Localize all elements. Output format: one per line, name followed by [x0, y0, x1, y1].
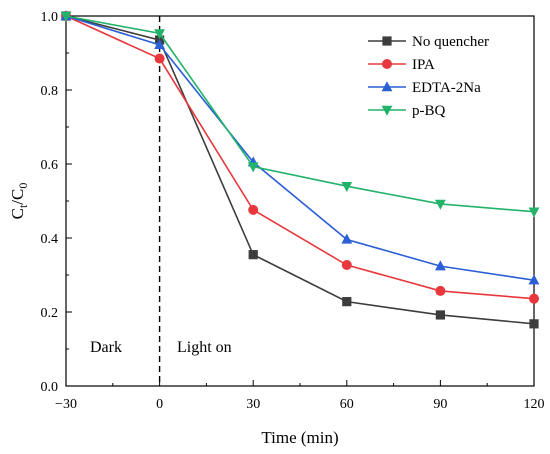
data-point [247, 162, 259, 173]
data-point [435, 260, 446, 271]
series-1 [61, 11, 539, 304]
legend-marker [382, 36, 392, 46]
data-point [435, 285, 446, 296]
data-point [435, 310, 445, 320]
series-3 [60, 11, 540, 218]
data-point [154, 53, 165, 64]
dark-annotation: Dark [90, 339, 122, 356]
legend-marker [382, 59, 392, 69]
ticks: −30 0 30 60 90 120 0.0 0.2 0.4 0.6 0.8 1.0 [41, 10, 545, 412]
data-point [529, 319, 539, 329]
data-point [154, 29, 165, 40]
data-point [60, 11, 72, 22]
y-tick-label: 1.0 [41, 10, 59, 25]
legend-item: No quencher [368, 34, 489, 50]
x-tick-label: 30 [246, 397, 260, 412]
data-point [435, 199, 446, 210]
series-2 [60, 10, 540, 285]
data-point [342, 297, 352, 307]
legend-label: IPA [412, 57, 435, 73]
legend: No quencher IPA EDTA-2Na p-BQ [368, 34, 489, 119]
data-point [248, 204, 259, 215]
legend-label: EDTA-2Na [412, 80, 481, 96]
x-tick-label: 120 [524, 397, 545, 412]
series-line [65, 15, 535, 213]
data-point [529, 293, 539, 304]
legend-item: p-BQ [368, 103, 446, 119]
data-point [154, 39, 165, 50]
series-line [65, 15, 535, 281]
series-0 [61, 11, 539, 329]
y-tick-label: 0.8 [41, 84, 59, 99]
series-line [65, 15, 535, 325]
series-line [65, 15, 535, 300]
data-point [341, 233, 353, 244]
legend-marker [381, 105, 393, 116]
legend-label: No quencher [412, 34, 489, 50]
legend-marker [381, 81, 393, 92]
legend-item: IPA [368, 57, 435, 73]
y-tick-label: 0.0 [41, 380, 59, 395]
legend-item: EDTA-2Na [368, 80, 481, 96]
data-point [528, 207, 540, 218]
x-tick-label: 60 [340, 397, 354, 412]
data-point [341, 182, 353, 192]
y-axis-title: Ct/C0 [8, 183, 30, 220]
light-on-annotation: Light on [177, 339, 232, 356]
data-point [248, 250, 258, 260]
data-point [341, 260, 352, 271]
legend-label: p-BQ [412, 103, 446, 119]
x-axis-title: Time (min) [261, 428, 338, 447]
data-point [528, 274, 540, 285]
y-tick-label: 0.4 [41, 232, 59, 247]
series-layer [60, 10, 540, 329]
y-tick-label: 0.6 [41, 158, 59, 173]
x-tick-label: 0 [156, 397, 163, 412]
y-tick-label: 0.2 [41, 306, 59, 321]
x-tick-label: −30 [55, 397, 77, 412]
x-tick-label: 90 [433, 397, 447, 412]
